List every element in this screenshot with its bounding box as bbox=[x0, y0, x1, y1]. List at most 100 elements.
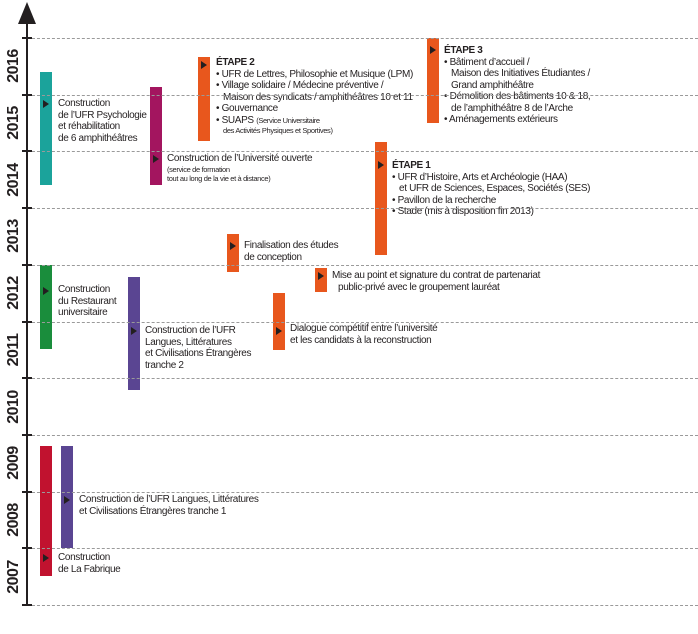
etape3-title: ÉTAPE 3 bbox=[444, 45, 483, 56]
bar-finalisation bbox=[227, 234, 239, 272]
etape1-title: ÉTAPE 1 bbox=[392, 160, 431, 171]
line: Langues, Littératures bbox=[145, 336, 232, 348]
year-label: 2013 bbox=[5, 219, 22, 253]
year-label: 2009 bbox=[5, 446, 22, 480]
bar-psychologie bbox=[40, 72, 52, 185]
list-item-cont: de l’amphithéâtre 8 de l’Arche bbox=[451, 102, 573, 114]
bar-fabrique bbox=[40, 446, 52, 576]
marker-icon bbox=[378, 161, 384, 169]
bar-universite-ouverte bbox=[150, 87, 162, 185]
marker-icon bbox=[318, 272, 324, 280]
line: public-privé avec le groupement lauréat bbox=[338, 281, 500, 293]
marker-icon bbox=[230, 242, 236, 250]
axis-tick bbox=[22, 547, 32, 549]
line: de 6 amphithéâtres bbox=[58, 132, 138, 144]
marker-icon bbox=[43, 100, 49, 108]
bar-llce-tranche1 bbox=[61, 446, 73, 548]
bar-etape3 bbox=[427, 38, 439, 123]
list-item: Gouvernance bbox=[216, 103, 413, 115]
line: Finalisation des études bbox=[244, 240, 339, 251]
axis-tick bbox=[22, 377, 32, 379]
axis-tick bbox=[22, 491, 32, 493]
line: et les candidats à la reconstruction bbox=[290, 334, 432, 346]
list-item: UFR d’Histoire, Arts et Archéologie (HAA… bbox=[392, 172, 590, 184]
line: tranche 2 bbox=[145, 359, 184, 371]
label-etape1: ÉTAPE 1 UFR d’Histoire, Arts et Archéolo… bbox=[392, 160, 591, 218]
year-label: 2016 bbox=[5, 49, 22, 83]
list-item: Démolition des bâtiments 10 & 18, bbox=[444, 91, 591, 103]
axis-arrow-icon bbox=[18, 2, 36, 24]
label-etape2: ÉTAPE 2 UFR de Lettres, Philosophie et M… bbox=[216, 57, 413, 135]
gridline bbox=[27, 492, 698, 493]
line: et réhabilitation bbox=[58, 121, 120, 132]
label-mise-au-point: Mise au point et signature du contrat de… bbox=[332, 270, 540, 293]
list-item: UFR de Lettres, Philosophie et Musique (… bbox=[216, 69, 414, 81]
line: Construction de l’UFR Langues, Littératu… bbox=[79, 494, 259, 505]
line: de conception bbox=[244, 251, 302, 263]
line: Construction de l’Université ouverte bbox=[167, 153, 313, 164]
label-restaurant: Construction du Restaurant universitaire bbox=[58, 284, 117, 319]
label-psychologie: Construction de l’UFR Psychologie et réh… bbox=[58, 98, 147, 144]
marker-icon bbox=[276, 327, 282, 335]
note: tout au long de la vie et à distance) bbox=[167, 173, 271, 183]
axis-tick bbox=[22, 604, 32, 606]
line: Construction bbox=[58, 552, 110, 563]
list-item-cont: Maison des syndicats / amphithéâtres 10 … bbox=[223, 91, 413, 103]
label-llce-tranche1: Construction de l’UFR Langues, Littératu… bbox=[79, 494, 259, 517]
axis-tick bbox=[22, 321, 32, 323]
line: et Civilisations Étrangères tranche 1 bbox=[79, 505, 227, 517]
bar-restaurant bbox=[40, 265, 52, 349]
marker-icon bbox=[201, 61, 207, 69]
bar-etape2 bbox=[198, 57, 210, 141]
note: (Service Universitaire bbox=[256, 115, 320, 125]
axis-tick bbox=[22, 264, 32, 266]
bar-llce-tranche2 bbox=[128, 277, 140, 390]
gridline bbox=[27, 38, 698, 39]
axis-tick bbox=[22, 94, 32, 96]
axis-tick bbox=[22, 434, 32, 436]
gridline bbox=[27, 435, 698, 436]
line: Construction bbox=[58, 98, 110, 109]
line: Construction bbox=[58, 284, 110, 295]
etape2-title: ÉTAPE 2 bbox=[216, 57, 255, 68]
label-dialogue: Dialogue compétitif entre l’université e… bbox=[290, 323, 438, 346]
axis-tick bbox=[22, 207, 32, 209]
line: de l’UFR Psychologie bbox=[58, 109, 147, 121]
line: Mise au point et signature du contrat de… bbox=[332, 270, 541, 281]
marker-icon bbox=[43, 554, 49, 562]
label-llce-tranche2: Construction de l’UFR Langues, Littératu… bbox=[145, 325, 252, 371]
line: de La Fabrique bbox=[58, 563, 121, 575]
label-etape3: ÉTAPE 3 Bâtiment d’accueil / Maison des … bbox=[444, 45, 591, 126]
gridline bbox=[27, 265, 698, 266]
gridline bbox=[27, 208, 698, 209]
line: et Civilisations Étrangères bbox=[145, 348, 252, 359]
note: (service de formation bbox=[167, 164, 230, 174]
note: des Activités Physiques et Sportives) bbox=[223, 126, 333, 135]
line: universitaire bbox=[58, 307, 108, 318]
marker-icon bbox=[430, 46, 436, 54]
year-label: 2011 bbox=[5, 333, 22, 367]
list-item-cont: et UFR de Sciences, Espaces, Sociétés (S… bbox=[399, 183, 591, 194]
marker-icon bbox=[43, 287, 49, 295]
label-universite-ouverte: Construction de l’Université ouverte (se… bbox=[167, 153, 313, 183]
gridline bbox=[27, 548, 698, 549]
bar-mise-au-point bbox=[315, 268, 327, 292]
suaps: SUAPS bbox=[221, 114, 255, 126]
list-item: Pavillon de la recherche bbox=[392, 195, 590, 207]
time-axis bbox=[26, 20, 28, 606]
gridline bbox=[27, 378, 698, 379]
line: Construction de l’UFR bbox=[145, 325, 236, 336]
list-item: SUAPS (Service Universitaire bbox=[216, 115, 413, 127]
gridline bbox=[27, 95, 698, 96]
line: Dialogue compétitif entre l’université bbox=[290, 323, 438, 334]
year-label: 2007 bbox=[5, 560, 22, 594]
bar-dialogue bbox=[273, 293, 285, 350]
list-item-cont: Maison des Initiatives Étudiantes / bbox=[451, 68, 590, 79]
year-label: 2015 bbox=[5, 106, 22, 140]
axis-tick bbox=[22, 37, 32, 39]
axis-tick bbox=[22, 150, 32, 152]
list-item: Stade (mis à disposition fin 2013) bbox=[392, 206, 590, 218]
bar-etape1 bbox=[375, 142, 387, 255]
gridline bbox=[27, 151, 698, 152]
